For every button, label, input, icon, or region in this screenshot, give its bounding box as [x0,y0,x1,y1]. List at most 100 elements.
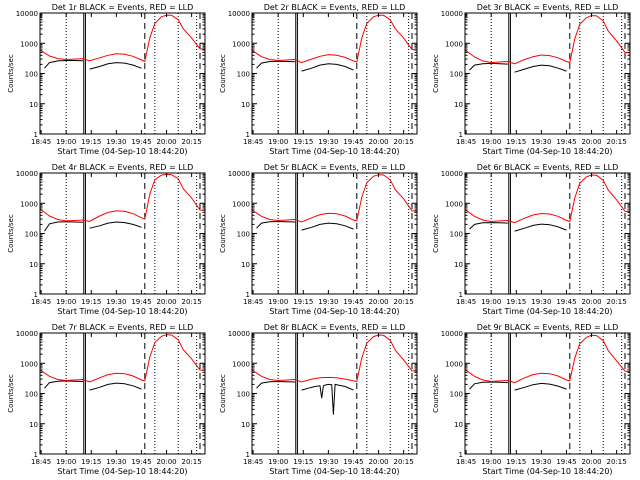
y-tick-label: 1000 [20,200,38,208]
y-tick-label: 100 [450,71,463,79]
y-tick-label: 1 [459,131,463,139]
y-tick-label: 10000 [16,170,38,178]
events-series-line-2 [301,63,354,72]
x-tick-label: 19:15 [81,298,101,306]
x-axis-label: Start Time (04-Sep-10 18:44:20) [482,147,612,156]
chart-title: Det 8r BLACK = Events, RED = LLD [264,323,406,332]
x-tick-label: 18:45 [243,138,263,146]
y-tick-label: 100 [237,391,250,399]
chart-panel-7: 18:45 19:00 19:15 19:30 19:45 20:00 20:15 1 10 10… [7,323,206,476]
x-axis-label: Start Time (04-Sep-10 18:44:20) [269,147,399,156]
y-tick-label: 100 [450,231,463,239]
x-tick-label: 19:45 [131,298,151,306]
x-tick-label: 19:45 [556,458,576,466]
chart-panel-2: 18:45 19:00 19:15 19:30 19:45 20:00 20:15 1 10 10… [219,3,418,156]
x-tick-label: 19:30 [106,138,126,146]
chart-title: Det 6r BLACK = Events, RED = LLD [477,163,619,172]
y-tick-label: 100 [450,391,463,399]
y-tick-label: 10000 [16,10,38,18]
x-tick-label: 20:15 [394,138,414,146]
lld-series-line-3 [39,14,206,63]
y-tick-label: 1 [246,131,250,139]
y-tick-label: 1000 [20,360,38,368]
x-tick-label: 20:00 [156,458,176,466]
y-tick-label: 10000 [228,170,250,178]
lld-series-line-3 [251,334,418,383]
x-tick-label: 20:15 [394,458,414,466]
x-tick-label: 19:15 [293,458,313,466]
chart-title: Det 9r BLACK = Events, RED = LLD [477,323,619,332]
y-axis-label: Counts/sec [219,54,227,93]
events-series-line-2 [514,223,567,232]
y-tick-label: 1 [34,451,38,459]
events-series-line-1 [469,62,508,71]
x-tick-label: 18:45 [456,458,476,466]
y-tick-label: 1000 [232,40,250,48]
x-axis-label: Start Time (04-Sep-10 18:44:20) [57,147,187,156]
x-tick-label: 19:30 [318,458,338,466]
chart-panel-8: 18:45 19:00 19:15 19:30 19:45 20:00 20:15 1 10 10… [219,323,418,476]
y-axis-label: Counts/sec [7,374,15,413]
y-tick-label: 1000 [445,200,463,208]
y-tick-label: 100 [25,71,38,79]
x-tick-label: 20:15 [394,298,414,306]
y-tick-label: 1000 [445,40,463,48]
x-tick-label: 19:00 [56,458,76,466]
x-tick-label: 19:00 [481,458,501,466]
y-tick-label: 1 [459,451,463,459]
x-tick-label: 18:45 [31,138,51,146]
x-axis-label: Start Time (04-Sep-10 18:44:20) [482,467,612,476]
events-series-line-1 [256,60,295,69]
y-axis-label: Counts/sec [432,214,440,253]
x-tick-label: 18:45 [243,458,263,466]
y-axis-label: Counts/sec [219,374,227,413]
x-tick-label: 20:00 [156,298,176,306]
x-tick-label: 18:45 [456,138,476,146]
chart-panel-3: 18:45 19:00 19:15 19:30 19:45 20:00 20:15 1 10 10… [432,3,631,156]
y-axis-label: Counts/sec [7,214,15,253]
y-tick-label: 10 [241,101,250,109]
x-tick-label: 20:15 [607,138,627,146]
x-axis-label: Start Time (04-Sep-10 18:44:20) [269,307,399,316]
events-series-line-2 [301,383,354,415]
x-tick-label: 19:00 [56,138,76,146]
events-series-line-2 [89,221,142,229]
x-tick-label: 20:00 [368,298,388,306]
x-tick-label: 19:15 [293,298,313,306]
x-tick-label: 18:45 [31,458,51,466]
chart-panel-6: 18:45 19:00 19:15 19:30 19:45 20:00 20:15 1 10 10… [432,163,631,316]
chart-panel-5: 18:45 19:00 19:15 19:30 19:45 20:00 20:15 1 10 10… [219,163,418,316]
chart-panel-4: 18:45 19:00 19:15 19:30 19:45 20:00 20:15 1 10 10… [7,163,206,316]
x-tick-label: 19:45 [343,138,363,146]
events-series-line-1 [469,381,508,390]
y-tick-label: 100 [237,231,250,239]
x-tick-label: 20:00 [581,458,601,466]
x-tick-label: 19:45 [131,138,151,146]
y-tick-label: 10 [29,421,38,429]
lld-series-line-3 [464,334,631,384]
x-axis-label: Start Time (04-Sep-10 18:44:20) [57,307,187,316]
events-series-line-2 [514,382,567,391]
x-tick-label: 20:00 [368,458,388,466]
events-series-line-2 [89,62,142,70]
x-tick-label: 19:30 [106,298,126,306]
x-tick-label: 20:00 [581,138,601,146]
y-tick-label: 1 [459,291,463,299]
y-tick-label: 100 [25,391,38,399]
x-tick-label: 20:15 [607,298,627,306]
x-tick-label: 19:30 [318,298,338,306]
y-tick-label: 10000 [228,330,250,338]
chart-title: Det 2r BLACK = Events, RED = LLD [264,3,406,12]
x-tick-label: 19:00 [268,298,288,306]
lld-series-line-3 [251,174,418,223]
y-tick-label: 10000 [441,170,463,178]
chart-title: Det 1r BLACK = Events, RED = LLD [52,3,194,12]
x-tick-label: 19:30 [531,298,551,306]
y-tick-label: 100 [25,231,38,239]
x-tick-label: 20:15 [182,298,202,306]
y-axis-label: Counts/sec [7,54,15,93]
y-tick-label: 1 [246,291,250,299]
x-tick-label: 20:00 [156,138,176,146]
y-axis-label: Counts/sec [432,54,440,93]
